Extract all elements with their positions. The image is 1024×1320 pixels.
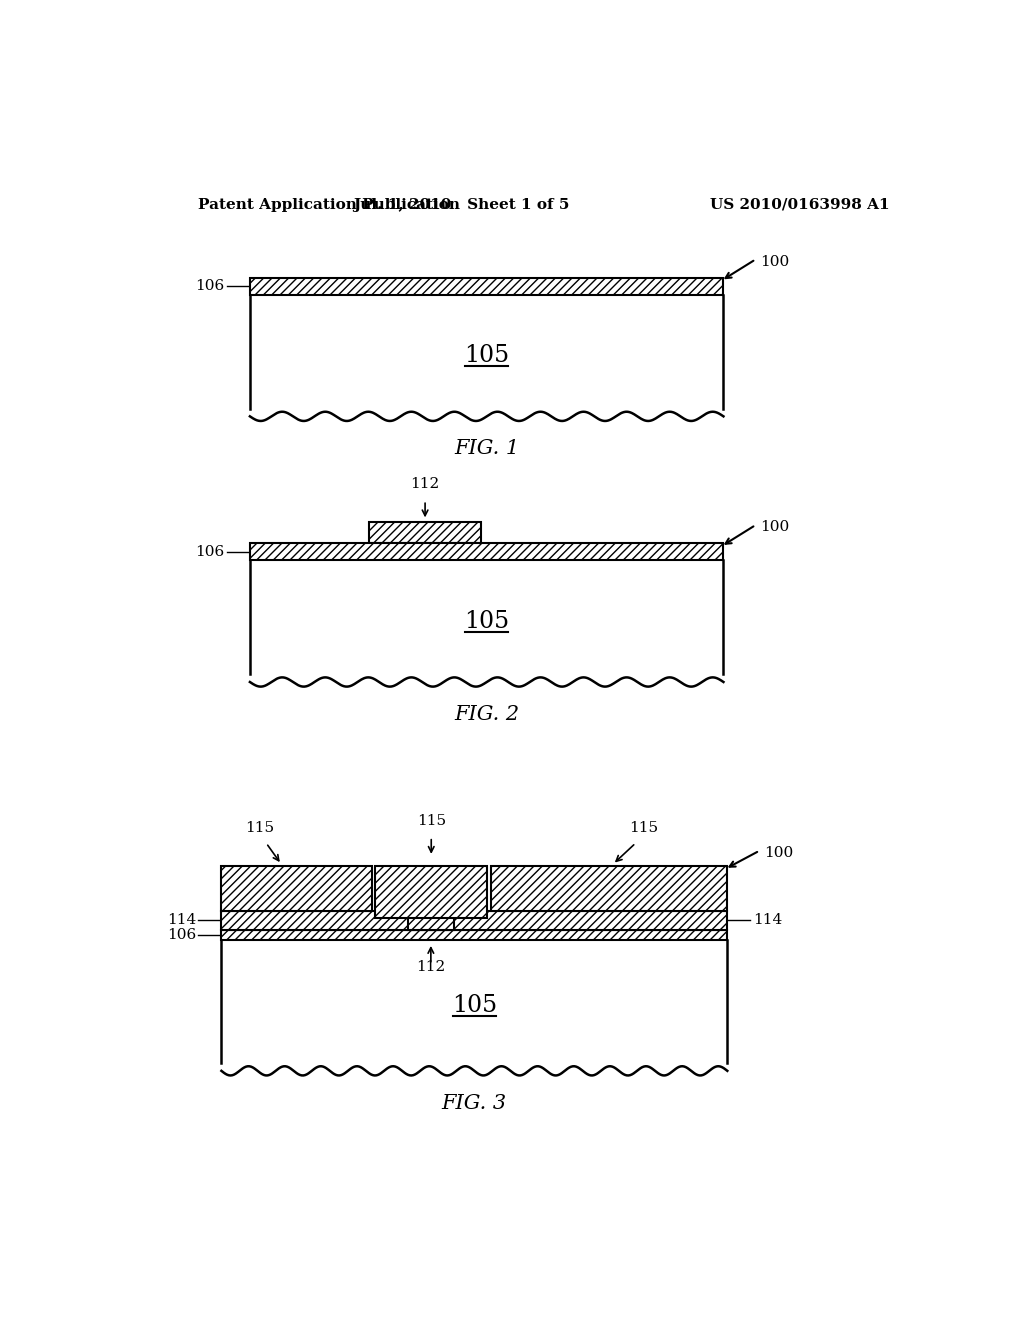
Text: 112: 112 xyxy=(416,960,445,974)
Text: US 2010/0163998 A1: US 2010/0163998 A1 xyxy=(711,198,890,211)
Text: 105: 105 xyxy=(452,994,497,1016)
Bar xyxy=(250,277,724,294)
Text: Jul. 1, 2010   Sheet 1 of 5: Jul. 1, 2010 Sheet 1 of 5 xyxy=(353,198,569,211)
Bar xyxy=(408,911,454,929)
Bar xyxy=(490,866,727,911)
Bar xyxy=(221,866,372,911)
Text: 115: 115 xyxy=(417,813,445,828)
Text: 106: 106 xyxy=(196,280,224,293)
Text: 106: 106 xyxy=(167,928,196,942)
Text: 115: 115 xyxy=(246,821,274,836)
Text: FIG. 3: FIG. 3 xyxy=(441,1094,507,1113)
Text: 114: 114 xyxy=(753,913,782,928)
Text: FIG. 1: FIG. 1 xyxy=(454,440,519,458)
Text: 105: 105 xyxy=(464,610,509,632)
Text: 106: 106 xyxy=(196,545,224,558)
Text: 100: 100 xyxy=(761,255,790,269)
Text: Patent Application Publication: Patent Application Publication xyxy=(199,198,461,211)
Text: 115: 115 xyxy=(629,821,658,836)
Bar xyxy=(250,544,724,561)
Bar xyxy=(376,866,487,919)
Text: 105: 105 xyxy=(464,345,509,367)
Text: 112: 112 xyxy=(411,477,439,491)
Bar xyxy=(221,929,727,940)
Bar xyxy=(221,911,727,929)
Text: 114: 114 xyxy=(167,913,196,928)
Text: FIG. 2: FIG. 2 xyxy=(454,705,519,723)
Text: 100: 100 xyxy=(764,846,794,861)
Bar xyxy=(370,521,481,544)
Text: 100: 100 xyxy=(761,520,790,535)
